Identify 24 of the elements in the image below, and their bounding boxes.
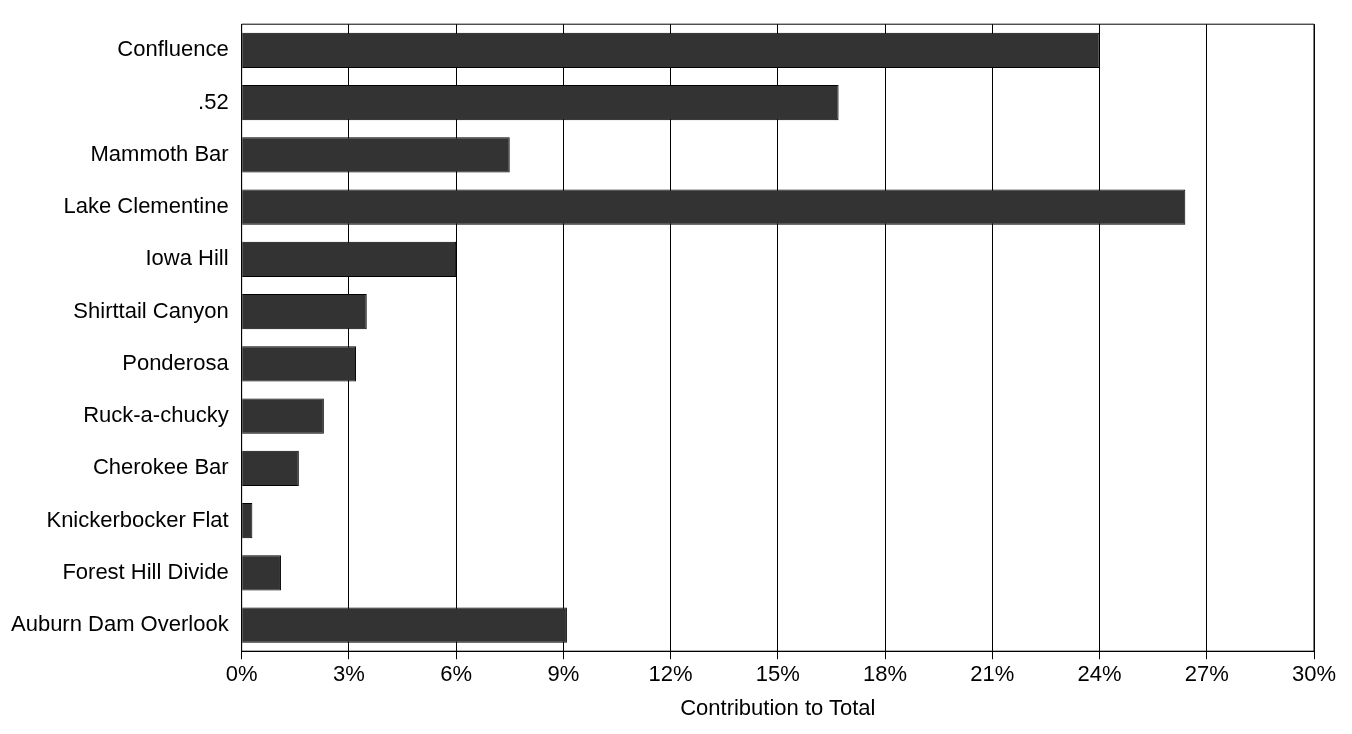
y-tick-label: Auburn Dam Overlook (10, 611, 230, 637)
x-tick-label: 15% (755, 661, 800, 687)
y-tick-label: Iowa Hill (145, 245, 229, 271)
x-tick-label: 6% (440, 661, 473, 687)
x-tick-label: 3% (332, 661, 365, 687)
y-tick-label: Ponderosa (122, 349, 230, 375)
y-tick-label: Ruck-a-chucky (83, 402, 229, 428)
x-tick-label: 18% (863, 661, 908, 687)
y-tick-label: Forest Hill Divide (62, 558, 229, 584)
x-tick-label: 24% (1077, 661, 1122, 687)
y-tick-label: .52 (198, 88, 229, 114)
y-tick-label: Shirttail Canyon (73, 297, 229, 323)
y-tick-label: Confluence (117, 36, 229, 62)
y-tick-label: Knickerbocker Flat (46, 506, 229, 532)
x-tick-label: 21% (970, 661, 1015, 687)
y-tick-label: Lake Clementine (63, 193, 229, 219)
x-tick-label: 0% (225, 661, 258, 687)
x-tick-label: 9% (547, 661, 580, 687)
x-tick-label: 12% (648, 661, 693, 687)
y-tick-label: Cherokee Bar (92, 454, 229, 480)
x-tick-label: 27% (1184, 661, 1229, 687)
x-axis-title: Contribution to Total (680, 694, 876, 720)
x-tick-label: 30% (1291, 661, 1337, 687)
y-tick-label: Mammoth Bar (90, 140, 229, 166)
